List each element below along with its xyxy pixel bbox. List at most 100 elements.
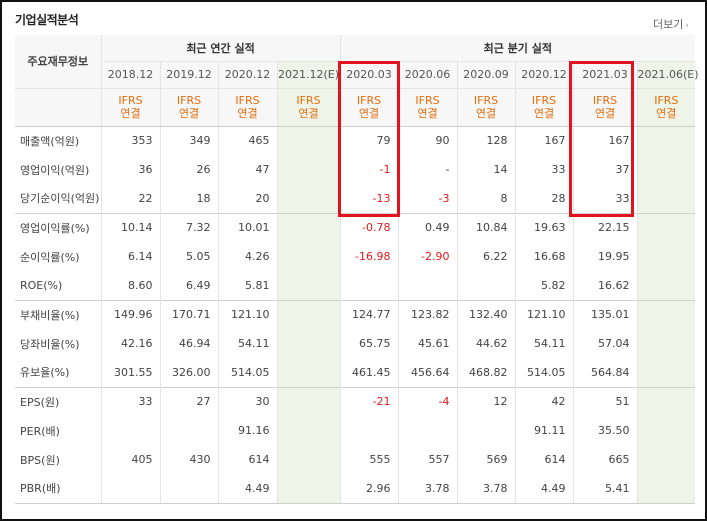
period-header: 2019.12 xyxy=(160,61,219,89)
accounting-standard: IFRS 연결 xyxy=(398,88,458,127)
table-cell: 468.82 xyxy=(457,358,516,387)
table-cell: 47 xyxy=(218,155,278,184)
table-cell xyxy=(637,126,696,155)
table-cell: 557 xyxy=(398,445,458,474)
accounting-standard: IFRS 연결 xyxy=(218,88,278,127)
table-cell: 37 xyxy=(573,155,638,184)
table-cell: 7.32 xyxy=(160,212,219,242)
table-cell: 16.68 xyxy=(515,242,574,271)
accounting-standard: IFRS 연결 xyxy=(340,88,399,127)
table-cell: 149.96 xyxy=(101,299,161,329)
table-cell: 0.49 xyxy=(398,212,458,242)
table-cell xyxy=(277,445,341,474)
table-cell xyxy=(637,184,696,213)
row-label: 영업이익률(%) xyxy=(15,212,102,242)
consolidated-label: 연결 xyxy=(237,107,258,120)
table-cell: 665 xyxy=(573,445,638,474)
row-label: 영업이익(억원) xyxy=(15,155,102,184)
row-label: 당좌비율(%) xyxy=(15,329,102,358)
table-cell xyxy=(637,242,696,271)
table-cell xyxy=(637,358,696,387)
table-cell: 614 xyxy=(218,445,278,474)
table-cell: 167 xyxy=(573,126,638,155)
period-header: 2021.06(E) xyxy=(637,61,699,89)
table-cell xyxy=(277,329,341,358)
table-cell: 44.62 xyxy=(457,329,516,358)
table-cell: 10.14 xyxy=(101,212,161,242)
table-cell: -4 xyxy=(398,386,458,416)
table-cell xyxy=(637,416,696,445)
table-cell: 167 xyxy=(515,126,574,155)
table-cell: -1 xyxy=(340,155,399,184)
table-cell xyxy=(398,271,458,300)
more-link[interactable]: 더보기 › xyxy=(653,16,689,32)
table-row: BPS(원) 405 430 614 555 557 569 614 665 xyxy=(15,445,696,474)
period-header: 2018.12 xyxy=(101,61,161,89)
table-cell: 4.49 xyxy=(218,474,278,504)
table-cell: 33 xyxy=(515,155,574,184)
period-header: 2020.12 xyxy=(515,61,574,89)
table-cell xyxy=(277,416,341,445)
table-cell xyxy=(457,271,516,300)
financial-table: 주요재무정보 최근 연간 실적 최근 분기 실적 2018.12 2019.12 2… xyxy=(15,35,699,504)
table-cell: 132.40 xyxy=(457,299,516,329)
table-cell: 42.16 xyxy=(101,329,161,358)
table-cell: 54.11 xyxy=(515,329,574,358)
table-cell: 42 xyxy=(515,386,574,416)
row-label: PBR(배) xyxy=(15,474,102,504)
table-cell xyxy=(277,271,341,300)
table-cell xyxy=(340,271,399,300)
row-label: EPS(원) xyxy=(15,386,102,416)
table-row: 영업이익(억원) 36 26 47 -1-14 33 37 xyxy=(15,155,696,184)
table-cell: 128 xyxy=(457,126,516,155)
table-cell xyxy=(160,416,219,445)
row-label: ROE(%) xyxy=(15,271,102,300)
table-row: 영업이익률(%) 10.14 7.32 10.01 -0.78 0.49 10.84 19.6… xyxy=(15,212,696,242)
table-cell: 326.00 xyxy=(160,358,219,387)
table-cell: 26 xyxy=(160,155,219,184)
ifrs-label: IFRS xyxy=(415,94,440,107)
accounting-standard: IFRS 연결 xyxy=(457,88,516,127)
consolidated-label: 연결 xyxy=(533,107,555,120)
table-cell: 3.78 xyxy=(457,474,516,504)
accounting-standard: IFRS 연결 xyxy=(101,88,161,127)
table-row: 부채비율(%) 149.96 170.71 121.10 124.77 123.82 132… xyxy=(15,299,696,329)
table-row: PER(배) 91.16 91.11 35.50 xyxy=(15,416,696,445)
table-cell: 28 xyxy=(515,184,574,213)
table-cell xyxy=(101,474,161,504)
table-cell: 514.05 xyxy=(515,358,574,387)
table-cell xyxy=(277,386,341,416)
table-cell: 10.01 xyxy=(218,212,278,242)
table-cell: 6.14 xyxy=(101,242,161,271)
table-cell: 19.63 xyxy=(515,212,574,242)
ifrs-label: IFRS xyxy=(176,94,202,107)
table-cell: 4.49 xyxy=(515,474,574,504)
table-cell: 45.61 xyxy=(398,329,458,358)
table-cell xyxy=(637,271,696,300)
table-cell: - xyxy=(398,155,458,184)
table-row: ROE(%) 8.60 6.49 5.81 5.82 16.62 xyxy=(15,271,696,300)
table-cell xyxy=(277,474,341,504)
table-cell: -2.90 xyxy=(398,242,458,271)
consolidated-label: 연결 xyxy=(656,107,677,120)
table-cell: 121.10 xyxy=(515,299,574,329)
table-cell: 3.78 xyxy=(398,474,458,504)
annual-group-header: 최근 연간 실적 xyxy=(101,35,341,62)
more-label: 더보기 xyxy=(653,18,684,31)
table-cell xyxy=(637,299,696,329)
table-cell: 405 xyxy=(101,445,161,474)
table-cell xyxy=(637,386,696,416)
table-cell: 16.62 xyxy=(573,271,638,300)
table-row: 유보율(%) 301.55 326.00 514.05 461.45 456.64 468.… xyxy=(15,358,696,387)
section-title: 기업실적분석 xyxy=(15,13,79,27)
chevron-right-icon: › xyxy=(685,21,689,31)
period-header: 2021.03 xyxy=(573,61,638,89)
table-cell: 465 xyxy=(218,126,278,155)
table-cell: 27 xyxy=(160,386,219,416)
table-cell: 22 xyxy=(101,184,161,213)
table-cell xyxy=(637,212,696,242)
consolidated-label: 연결 xyxy=(120,107,141,120)
table-cell: 2.96 xyxy=(340,474,399,504)
table-cell xyxy=(277,212,341,242)
